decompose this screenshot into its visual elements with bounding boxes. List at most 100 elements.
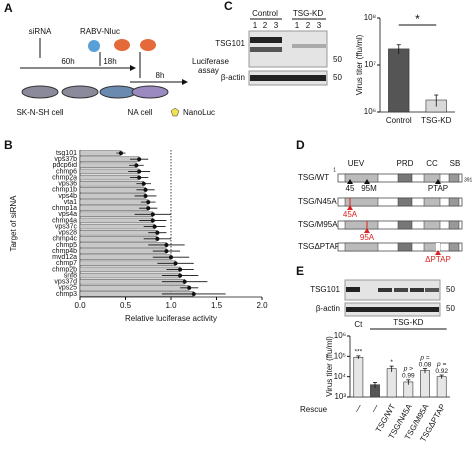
domain-box [397, 220, 413, 230]
y-tick-label: 10⁵ [334, 351, 346, 360]
x-tick-label: 0.5 [120, 301, 132, 310]
label: NA cell [128, 108, 153, 117]
lane: 1 [295, 21, 300, 30]
band [378, 288, 392, 292]
band [425, 288, 439, 292]
site: PTAP [428, 184, 448, 193]
panel-label: B [4, 138, 13, 152]
y-tick-label: chmp2b [52, 266, 77, 273]
x-tick-label: 1.0 [165, 301, 177, 310]
tube-icon [114, 39, 130, 51]
domain-box [397, 197, 413, 207]
y-tick-label: 10⁷ [364, 60, 376, 69]
annotation: p = [436, 361, 446, 368]
y-tick-label: 10⁸ [364, 13, 376, 22]
mutation: ΔPTAP [425, 255, 451, 264]
y-tick-label: vps4b [58, 193, 77, 200]
x-tick-label: — [369, 403, 381, 414]
y-tick-label: vps36 [58, 181, 77, 188]
nanoluc-icon [170, 107, 180, 117]
mean-dot [155, 236, 160, 241]
lane: 3 [317, 21, 322, 30]
mean-dot [146, 206, 151, 211]
label: 60h [61, 57, 74, 66]
x-tick-label: 1.5 [211, 301, 223, 310]
mean-dot [134, 163, 139, 168]
y-tick-label: chmp3 [56, 291, 77, 298]
row-label: TSG101 [310, 285, 340, 294]
y-tick-label: chmp2a [52, 174, 77, 181]
annotation: * [390, 359, 393, 366]
dish [61, 85, 99, 99]
panel-label: C [224, 0, 233, 13]
domain-box [423, 197, 441, 207]
bar [436, 376, 447, 398]
bar [79, 266, 181, 273]
site-marker [435, 179, 441, 184]
row-label: TSG101 [215, 39, 245, 48]
bar [420, 370, 430, 398]
x-tick-label: — [352, 403, 364, 414]
y-tick-label: vps28 [58, 230, 77, 237]
domain-box [448, 220, 460, 230]
marker: 50 [446, 304, 455, 313]
bar [79, 150, 122, 156]
arrowhead [130, 65, 136, 71]
group-label: TSG-KD [393, 318, 423, 327]
y-tick-label: chmp1a [52, 205, 77, 212]
row-label: Rescue [300, 405, 328, 414]
label: Luciferase [192, 57, 229, 66]
mutation-marker [347, 205, 353, 210]
site: 45 [346, 184, 355, 193]
lane: 1 [253, 21, 258, 30]
mean-dot [150, 218, 155, 223]
domain: CC [426, 159, 438, 168]
site: 95M [361, 184, 377, 193]
blot-c: Control TSG-KD 1 2 3 1 2 3 TSG101 β-acti… [215, 9, 342, 86]
annotation: 0.08 [419, 361, 432, 368]
dish [131, 85, 169, 99]
label: NanoLuc [183, 108, 215, 117]
y-tick-label: 10³ [334, 392, 346, 401]
arrowhead [182, 79, 188, 85]
end: 1 [333, 167, 336, 173]
mutation: 45A [343, 210, 358, 219]
lane: 2 [263, 21, 268, 30]
panel-label: E [296, 264, 304, 278]
dish [99, 85, 137, 99]
schematic-d: UEV PRD CC SB TSG/WT TSG/N45A TSG/M95A TSGΔ… [298, 159, 473, 264]
y-tick-label: chmp5 [56, 242, 77, 249]
band [410, 288, 424, 292]
bar [386, 368, 397, 398]
bar [79, 205, 149, 211]
label: RABV-Nluc [80, 27, 120, 36]
domain-box [344, 220, 379, 230]
y-tick-label: chmp4a [52, 217, 77, 224]
panel-label: D [296, 138, 305, 152]
bar [79, 285, 190, 291]
x-axis-label: Relative luciferase activity [125, 314, 217, 323]
mean-dot [155, 230, 160, 235]
y-tick-label: tsg101 [56, 150, 77, 157]
y-axis-label: Virus titer (ffu/ml) [325, 336, 334, 397]
label: 8h [156, 71, 165, 80]
mean-dot [137, 157, 142, 162]
x-tick-label: TSG-KD [421, 116, 451, 125]
x-tick-label: 0.0 [74, 301, 86, 310]
row-label: β-actin [221, 73, 245, 82]
marker: 50 [333, 73, 342, 82]
panel-label: A [4, 1, 13, 15]
y-tick-label: 10⁶ [334, 331, 346, 340]
y-tick-label: chmp4b [52, 248, 77, 255]
site-marker [364, 179, 370, 184]
construct: TSG/WT [298, 173, 329, 182]
lane: 3 [274, 21, 279, 30]
domain-box [344, 197, 379, 207]
mean-dot [187, 285, 192, 290]
y-tick-label: vps37d [54, 279, 77, 286]
y-axis-label: Virus titer (ffu/ml) [355, 34, 364, 95]
construct: TSG/M95A [298, 220, 338, 229]
y-tick-label: 10⁶ [364, 107, 376, 116]
mutation-marker [435, 250, 441, 255]
lane: 2 [306, 21, 311, 30]
